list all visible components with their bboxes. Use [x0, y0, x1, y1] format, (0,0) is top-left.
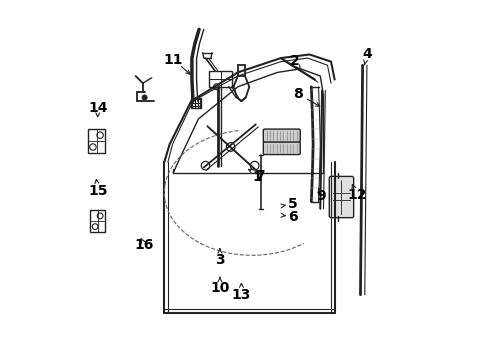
Text: 8: 8: [293, 87, 303, 101]
FancyBboxPatch shape: [263, 129, 300, 142]
Text: 9: 9: [316, 189, 326, 203]
Text: 2: 2: [290, 54, 299, 68]
Text: 4: 4: [362, 48, 372, 62]
Bar: [191, 98, 201, 108]
Text: 6: 6: [288, 210, 297, 224]
FancyBboxPatch shape: [209, 71, 232, 87]
Text: 14: 14: [88, 100, 108, 114]
Bar: [88, 129, 105, 153]
Text: 5: 5: [288, 197, 297, 211]
FancyBboxPatch shape: [263, 141, 300, 154]
Bar: [90, 211, 105, 232]
Text: 13: 13: [232, 288, 251, 302]
Circle shape: [142, 95, 147, 100]
FancyBboxPatch shape: [329, 176, 354, 218]
Text: 15: 15: [88, 184, 108, 198]
Text: 7: 7: [255, 169, 265, 183]
Text: 12: 12: [347, 188, 367, 202]
Text: 11: 11: [164, 53, 183, 67]
Text: 3: 3: [215, 253, 225, 267]
Text: 10: 10: [210, 281, 230, 295]
Text: 16: 16: [135, 238, 154, 252]
Text: 1: 1: [252, 170, 262, 184]
